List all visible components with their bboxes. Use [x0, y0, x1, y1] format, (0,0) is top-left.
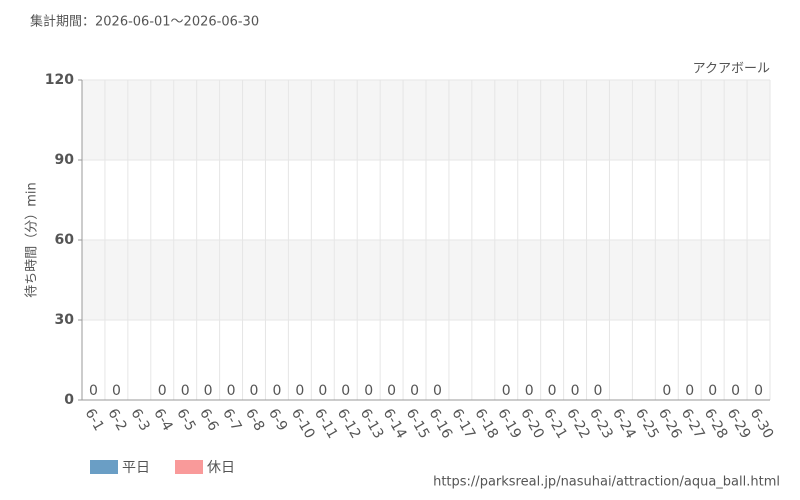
y-tick-label: 30: [55, 312, 75, 328]
x-tick-label: 6-15: [403, 406, 433, 442]
data-label: 0: [341, 383, 350, 399]
x-tick-label: 6-19: [494, 406, 524, 442]
x-tick-label: 6-23: [586, 406, 616, 442]
x-tick-label: 6-1: [82, 406, 107, 434]
data-label: 0: [387, 383, 396, 399]
x-tick-label: 6-5: [173, 406, 198, 434]
data-label: 0: [731, 383, 740, 399]
x-tick-label: 6-14: [380, 406, 410, 442]
data-label: 0: [525, 383, 534, 399]
data-label: 0: [250, 383, 259, 399]
legend-label: 休日: [207, 460, 235, 476]
data-label: 0: [548, 383, 557, 399]
x-tick-label: 6-30: [747, 406, 777, 442]
x-tick-label: 6-18: [471, 406, 501, 442]
data-label: 0: [594, 383, 603, 399]
x-tick-label: 6-20: [517, 406, 547, 442]
x-tick-label: 6-7: [219, 406, 244, 434]
legend-label: 平日: [122, 460, 150, 476]
x-tick-label: 6-12: [334, 406, 364, 442]
x-tick-label: 6-25: [632, 406, 662, 442]
data-label: 0: [295, 383, 304, 399]
x-tick-label: 6-3: [127, 406, 152, 434]
chart-subtitle: アクアボール: [693, 62, 770, 77]
data-label: 0: [158, 383, 167, 399]
x-tick-label: 6-2: [104, 406, 129, 434]
legend-swatch: [175, 460, 203, 474]
data-label: 0: [318, 383, 327, 399]
y-tick-label: 90: [55, 152, 75, 168]
data-label: 0: [571, 383, 580, 399]
x-tick-label: 6-9: [265, 406, 290, 434]
x-tick-label: 6-8: [242, 406, 267, 434]
chart-title: 集計期間：2026-06-01～2026-06-30: [30, 14, 259, 30]
data-label: 0: [89, 383, 98, 399]
x-tick-label: 6-16: [426, 406, 456, 442]
x-tick-label: 6-26: [655, 406, 685, 442]
data-label: 0: [662, 383, 671, 399]
data-label: 0: [708, 383, 717, 399]
y-axis-title: 待ち時間（分）min: [25, 182, 40, 298]
x-tick-label: 6-4: [150, 406, 175, 434]
data-label: 0: [112, 383, 121, 399]
x-tick-label: 6-6: [196, 406, 221, 434]
data-label: 0: [204, 383, 213, 399]
x-tick-label: 6-27: [678, 406, 708, 442]
x-tick-label: 6-11: [311, 406, 341, 442]
x-tick-label: 6-28: [701, 406, 731, 442]
y-tick-label: 60: [55, 232, 75, 248]
x-tick-label: 6-17: [448, 406, 478, 442]
x-tick-label: 6-13: [357, 406, 387, 442]
data-label: 0: [685, 383, 694, 399]
data-label: 0: [502, 383, 511, 399]
legend-swatch: [90, 460, 118, 474]
data-label: 0: [272, 383, 281, 399]
x-tick-label: 6-21: [540, 406, 570, 442]
x-tick-label: 6-24: [609, 406, 639, 442]
data-label: 0: [181, 383, 190, 399]
x-tick-label: 6-10: [288, 406, 318, 442]
data-label: 0: [754, 383, 763, 399]
x-tick-label: 6-29: [724, 406, 754, 442]
y-tick-label: 0: [64, 392, 74, 408]
x-tick-label: 6-22: [563, 406, 593, 442]
data-label: 0: [410, 383, 419, 399]
data-label: 0: [364, 383, 373, 399]
data-label: 0: [433, 383, 442, 399]
data-label: 0: [227, 383, 236, 399]
source-url: https://parksreal.jp/nasuhai/attraction/…: [433, 475, 780, 490]
y-tick-label: 120: [45, 72, 74, 88]
